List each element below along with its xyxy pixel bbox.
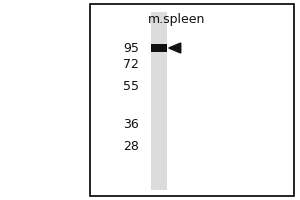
Text: 55: 55 xyxy=(123,79,139,92)
Text: 72: 72 xyxy=(123,58,139,71)
Text: 28: 28 xyxy=(123,140,139,152)
Text: m.spleen: m.spleen xyxy=(148,14,206,26)
Bar xyxy=(151,44,167,52)
Text: 36: 36 xyxy=(123,117,139,130)
Text: 95: 95 xyxy=(123,42,139,54)
Bar xyxy=(151,12,167,190)
Bar xyxy=(90,4,294,196)
Polygon shape xyxy=(169,43,181,53)
